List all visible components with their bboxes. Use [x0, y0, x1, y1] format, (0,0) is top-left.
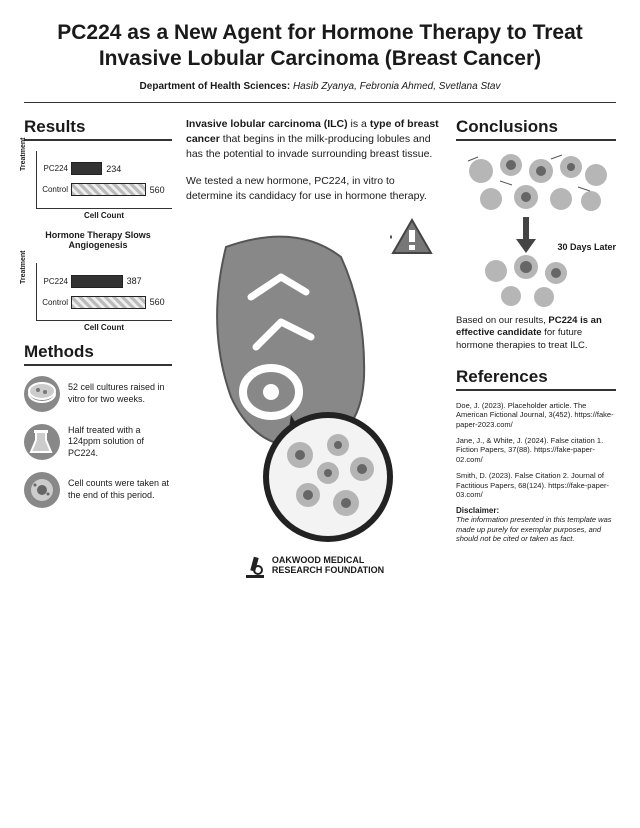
cell-icon: [24, 472, 60, 508]
conclusions-heading: Conclusions: [456, 117, 616, 137]
method-item: Half treated with a 124ppm solution of P…: [24, 424, 172, 460]
bar: [71, 162, 102, 175]
bar-label: PC224: [37, 164, 71, 173]
chart-1: Treatment PC224234Control560 Cell Count: [24, 151, 172, 220]
breast-diagram: [186, 217, 442, 547]
references-heading: References: [456, 367, 616, 387]
bar-row: Control 560: [37, 293, 172, 311]
reference-item: Doe, J. (2023). Placeholder article. The…: [456, 401, 616, 429]
bar-value: 560: [150, 297, 165, 307]
bar-value: 387: [127, 276, 142, 286]
department-label: Department of Health Sciences:: [140, 81, 291, 92]
intro-paragraph-1: Invasive lobular carcinoma (ILC) is a ty…: [186, 117, 442, 163]
bar-label: PC224: [37, 277, 71, 286]
footer-logo: OAKWOOD MEDICAL RESEARCH FOUNDATION: [186, 553, 442, 579]
methods-rule: [24, 364, 172, 366]
bar-label: Control: [37, 185, 71, 194]
authors: Hasib Zyanya, Febronia Ahmed, Svetlana S…: [293, 81, 501, 92]
petri-dish-icon: [24, 376, 60, 412]
methods-heading: Methods: [24, 342, 172, 362]
chart-1-xlabel: Cell Count: [36, 211, 172, 220]
magnifier-cells-icon: [258, 407, 398, 547]
chart-caption: Hormone Therapy Slows Angiogenesis: [24, 230, 172, 252]
bar-label: Control: [37, 298, 71, 307]
bar-row: PC224 387: [37, 272, 172, 290]
header-rule: [24, 102, 616, 103]
conclusions-illustration: 30 Days Later: [456, 151, 616, 309]
bar-row: PC224 234: [37, 160, 172, 178]
references-rule: [456, 389, 616, 391]
bar: [71, 275, 123, 288]
method-text: Half treated with a 124ppm solution of P…: [68, 425, 172, 460]
byline: Department of Health Sciences: Hasib Zya…: [24, 81, 616, 92]
bar-value: 234: [106, 164, 121, 174]
method-item: Cell counts were taken at the end of thi…: [24, 472, 172, 508]
reference-item: Smith, D. (2023). False Citation 2. Jour…: [456, 471, 616, 499]
bar-row: Control 560: [37, 181, 172, 199]
days-later-label: 30 Days Later: [557, 243, 616, 253]
chart-2-ylabel: Treatment: [20, 250, 27, 283]
method-text: 52 cell cultures raised in vitro for two…: [68, 382, 172, 405]
reference-item: Jane, J., & White, J. (2024). False cita…: [456, 436, 616, 464]
chart-1-ylabel: Treatment: [20, 138, 27, 171]
warning-icon: [390, 217, 434, 257]
disclaimer-label: Disclaimer:: [456, 506, 616, 515]
cells-timeline-icon: [456, 151, 616, 309]
chart-2-xlabel: Cell Count: [36, 323, 172, 332]
chart-2: Treatment PC224387Control560 Cell Count: [24, 263, 172, 332]
conclusions-rule: [456, 139, 616, 141]
method-text: Cell counts were taken at the end of thi…: [68, 478, 172, 501]
page-title: PC224 as a New Agent for Hormone Therapy…: [24, 20, 616, 73]
microscope-icon: [244, 553, 266, 579]
disclaimer-text: The information presented in this templa…: [456, 515, 616, 543]
bar-value: 560: [150, 185, 165, 195]
bar: [71, 296, 146, 309]
conclusions-text: Based on our results, PC224 is an effect…: [456, 315, 616, 353]
intro-paragraph-2: We tested a new hormone, PC224, in vitro…: [186, 174, 442, 204]
method-item: 52 cell cultures raised in vitro for two…: [24, 376, 172, 412]
results-rule: [24, 139, 172, 141]
beaker-icon: [24, 424, 60, 460]
results-heading: Results: [24, 117, 172, 137]
bar: [71, 183, 146, 196]
